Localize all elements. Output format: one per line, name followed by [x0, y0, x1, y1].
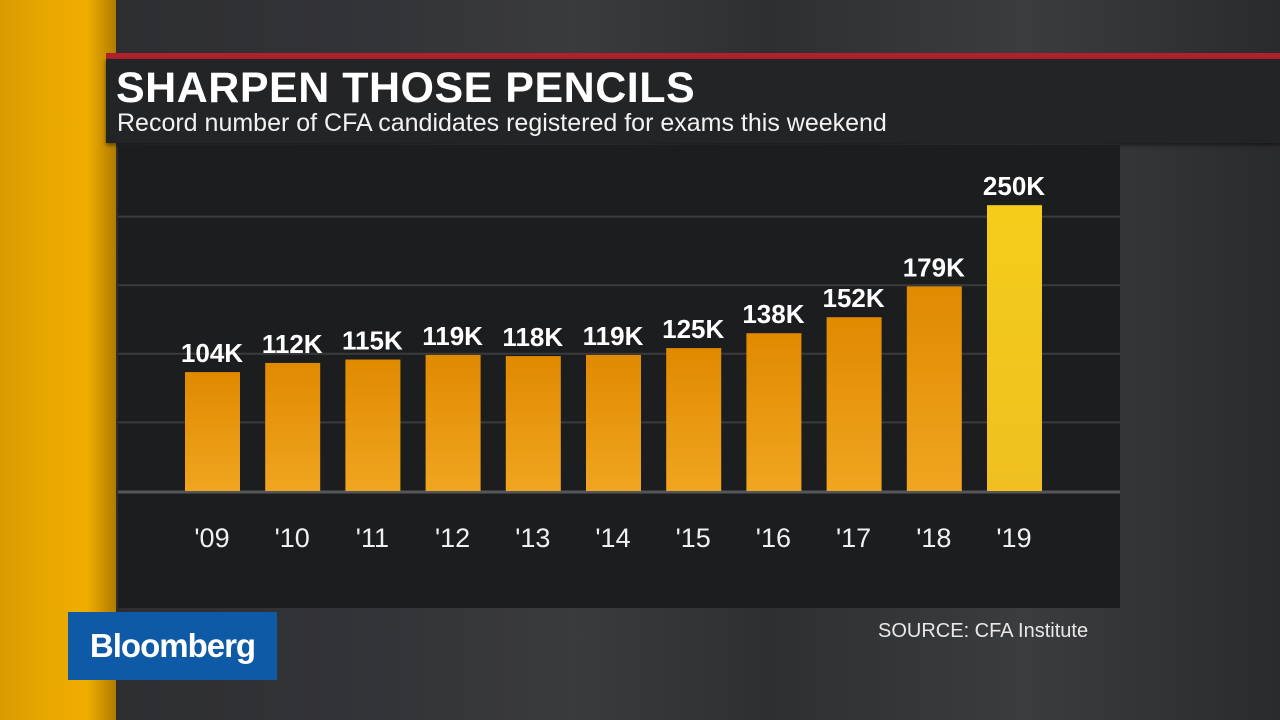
x-tick-label: '12 [435, 523, 470, 553]
x-tick-label: '18 [916, 523, 951, 553]
data-label: 138K [742, 299, 804, 329]
data-label: 118K [502, 322, 563, 352]
bar [666, 348, 722, 491]
x-tick-label: '16 [756, 523, 791, 553]
data-label: 119K [422, 321, 483, 351]
x-tick-label: '10 [275, 523, 310, 553]
bar [425, 354, 481, 491]
bar [345, 359, 401, 491]
x-tick-label: '11 [356, 523, 389, 553]
x-tick-label: '17 [836, 523, 871, 553]
data-label: 112K [262, 329, 323, 359]
source-note: SOURCE: CFA Institute [878, 620, 1089, 642]
x-tick-label: '09 [194, 523, 229, 553]
x-tick-label: '15 [676, 523, 711, 553]
accent-line [106, 53, 1280, 59]
bar [746, 333, 802, 491]
x-tick-label: '19 [996, 523, 1031, 553]
data-label: 104K [181, 338, 243, 368]
chart-subtitle: Record number of CFA candidates register… [117, 109, 887, 137]
bar [826, 317, 882, 491]
data-label: 250K [983, 171, 1045, 201]
data-label: 152K [823, 283, 885, 313]
bar [586, 354, 641, 491]
data-label: 179K [903, 252, 965, 282]
bar [906, 286, 962, 491]
bloomberg-logo: Bloomberg [68, 612, 277, 680]
title-box [106, 59, 1280, 143]
data-label: 119K [583, 321, 644, 351]
side-stripe [0, 0, 116, 720]
chart-title: SHARPEN THOSE PENCILS [116, 64, 696, 112]
x-tick-label: '14 [595, 523, 630, 553]
bar [987, 205, 1042, 491]
bar [265, 362, 321, 491]
bar [505, 356, 561, 491]
data-label: 125K [662, 314, 724, 344]
bar [185, 372, 240, 491]
data-label: 115K [342, 326, 403, 356]
x-tick-label: '13 [515, 523, 550, 553]
